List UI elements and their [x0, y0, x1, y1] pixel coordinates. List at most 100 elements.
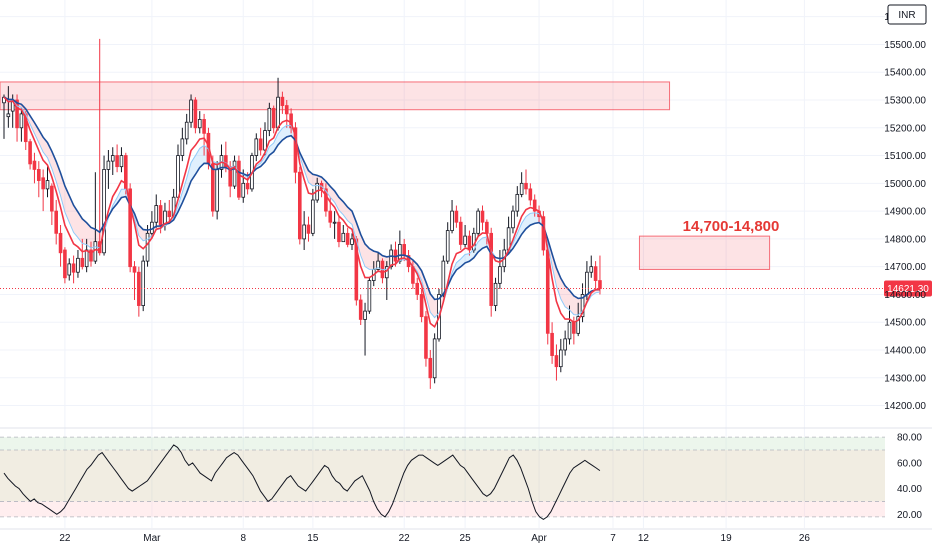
rsi-oversold-zone [0, 501, 885, 517]
candle-body [132, 266, 137, 273]
y-tick-label: 14200.00 [884, 401, 926, 412]
ema-ribbon-segment [265, 146, 270, 162]
ema-ribbon-segment [369, 248, 374, 270]
ema-ribbon-segment [412, 259, 418, 272]
candle-body [89, 249, 93, 262]
y-tick-label: 14800.00 [884, 234, 926, 245]
ema-ribbon-segment [73, 205, 78, 238]
ema-ribbon-segment [530, 212, 535, 226]
candle-body [19, 113, 24, 129]
candle-body [167, 210, 172, 218]
candle-body [297, 171, 302, 240]
candle-body [402, 244, 406, 256]
candle-body [550, 332, 554, 356]
grid [0, 0, 885, 528]
ema-ribbon-segment [51, 151, 57, 182]
ema-ribbon-segment [273, 133, 279, 152]
ema-ribbon-segment [69, 195, 74, 233]
candle-body [524, 182, 528, 190]
candle-body [6, 113, 11, 118]
candle-body [493, 282, 498, 306]
ema-ribbon-segment [430, 293, 435, 318]
candle-body [589, 266, 594, 273]
ema-ribbon-segment [365, 243, 370, 270]
x-tick-label: 19 [721, 533, 733, 544]
candle-body [311, 199, 315, 234]
candle-body [302, 224, 306, 240]
candle-body [41, 177, 45, 190]
candle-body [419, 294, 424, 318]
rsi-pane [0, 436, 885, 521]
x-tick-label: 7 [610, 533, 616, 544]
ema-ribbon-segment [526, 213, 531, 229]
ema-ribbon-segment [573, 295, 579, 315]
candle-body [102, 169, 106, 254]
candle-body [559, 349, 563, 368]
y-tick-label: 14500.00 [884, 318, 926, 329]
currency-label: INR [898, 10, 915, 21]
candle-body [241, 182, 246, 198]
candle-body [350, 238, 354, 245]
x-tick-label: 8 [240, 533, 246, 544]
ema-ribbon-segment [82, 218, 87, 245]
ema-ribbon-segment [482, 236, 487, 249]
candle-body [572, 321, 576, 334]
ema-ribbon-segment [569, 290, 574, 315]
candle-body [563, 338, 567, 351]
ema-ribbon-segment [282, 125, 287, 141]
rsi-band [0, 450, 885, 502]
candle-body [76, 257, 80, 273]
ema-ribbon-segment [186, 162, 192, 193]
candle-body [567, 321, 572, 340]
ema-ribbon-segment [30, 115, 35, 134]
candle-body [245, 182, 250, 190]
candle-body [306, 224, 311, 234]
ema-ribbon-segment [121, 189, 126, 198]
candle-body [58, 232, 63, 254]
currency-badge[interactable] [887, 4, 927, 25]
y-tick-label: 14300.00 [884, 373, 926, 384]
candle-body [54, 210, 58, 234]
candle-body [115, 155, 119, 168]
candle-body [284, 105, 289, 115]
candle-body [389, 249, 393, 268]
candle-body [263, 130, 267, 151]
y-tick-label: 14600.00 [884, 290, 926, 301]
candle-body [119, 155, 124, 168]
candle-body [141, 260, 146, 306]
ema-fast-line [3, 96, 600, 329]
candle-body [271, 107, 276, 129]
candle-body [45, 180, 50, 190]
y-tick-label: 14700.00 [884, 262, 926, 273]
last-price-line: 14621.30 [0, 280, 932, 297]
candle-body [576, 316, 580, 334]
x-tick-label: 26 [799, 533, 811, 544]
candle-body [67, 263, 72, 276]
candle-body [585, 271, 589, 295]
candle-body [480, 210, 485, 223]
ema-ribbon-segment [517, 223, 522, 242]
y-tick-label: 15400.00 [884, 68, 926, 79]
candle-body [32, 160, 37, 170]
candle-body [180, 138, 185, 156]
candle-body [197, 119, 202, 129]
last-price-tag [884, 280, 932, 297]
candle-body [210, 163, 215, 212]
ema-ribbon-segment [56, 161, 61, 196]
candle-body [445, 230, 450, 262]
rsi-tick-label: 20.00 [897, 510, 922, 521]
ema-ribbon-segment [552, 253, 557, 286]
candle-body [280, 96, 285, 106]
x-tick-label: Apr [531, 533, 547, 544]
y-tick-label: 15500.00 [884, 40, 926, 51]
rsi-overbought-zone [0, 437, 885, 450]
candle-body [458, 221, 463, 245]
candle-body [441, 260, 446, 295]
ema-ribbon-segment [60, 172, 65, 213]
candle-body [324, 188, 328, 212]
candle-body [593, 266, 598, 281]
candle-body [237, 160, 241, 198]
candle-body [202, 119, 206, 134]
x-tick-label: 12 [638, 533, 650, 544]
